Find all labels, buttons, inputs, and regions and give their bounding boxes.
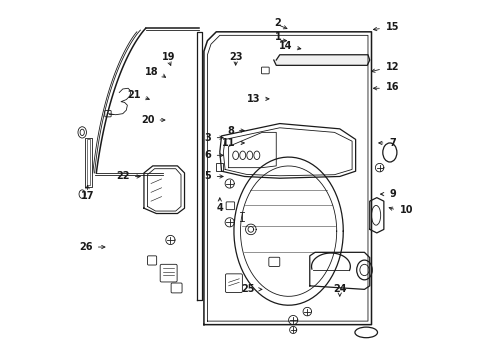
Text: 3: 3 xyxy=(204,133,210,143)
Text: 20: 20 xyxy=(141,115,154,125)
Text: 9: 9 xyxy=(388,189,395,199)
Text: 18: 18 xyxy=(144,67,158,77)
Text: 10: 10 xyxy=(399,205,412,215)
Text: 1: 1 xyxy=(274,32,281,42)
Text: 25: 25 xyxy=(241,284,255,294)
Text: 26: 26 xyxy=(79,242,93,252)
Text: 11: 11 xyxy=(222,138,235,148)
Text: 23: 23 xyxy=(228,51,242,62)
Text: 4: 4 xyxy=(216,203,223,213)
Text: 16: 16 xyxy=(385,81,398,91)
Text: 7: 7 xyxy=(388,138,395,148)
Text: 21: 21 xyxy=(127,90,140,100)
Text: 5: 5 xyxy=(204,171,210,181)
Text: 8: 8 xyxy=(226,126,233,136)
Text: 15: 15 xyxy=(385,22,398,32)
Text: 24: 24 xyxy=(332,284,346,294)
Text: 14: 14 xyxy=(278,41,291,51)
Text: 12: 12 xyxy=(385,62,398,72)
Text: 17: 17 xyxy=(81,191,94,201)
Text: 6: 6 xyxy=(204,150,210,160)
Text: 19: 19 xyxy=(162,51,175,62)
Text: 2: 2 xyxy=(274,18,281,28)
Text: 22: 22 xyxy=(116,171,130,181)
Polygon shape xyxy=(273,55,369,66)
Text: 13: 13 xyxy=(246,94,260,104)
